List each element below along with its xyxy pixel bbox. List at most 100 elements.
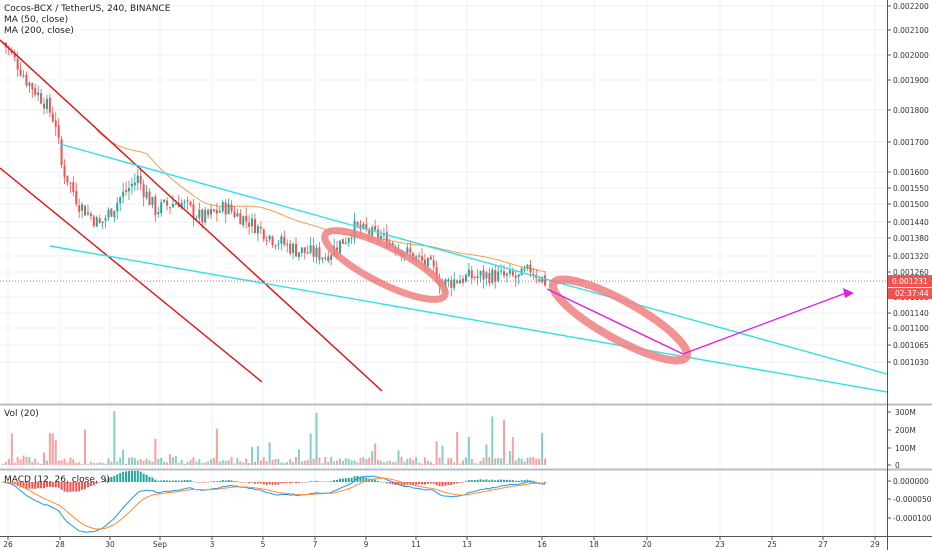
volume-bar bbox=[456, 432, 459, 465]
candle-body bbox=[347, 238, 350, 243]
macd-histogram-bar bbox=[497, 479, 500, 482]
volume-bar bbox=[529, 457, 532, 465]
macd-histogram-bar bbox=[236, 481, 239, 482]
candle-body bbox=[265, 240, 268, 242]
macd-histogram-bar bbox=[429, 482, 432, 484]
volume-bar bbox=[426, 460, 429, 465]
macd-histogram-bar bbox=[177, 480, 180, 482]
candle-body bbox=[476, 276, 479, 279]
candle-body bbox=[31, 83, 34, 90]
macd-histogram-bar bbox=[127, 471, 130, 482]
candle-body bbox=[541, 276, 544, 283]
macd-histogram-bar bbox=[148, 476, 151, 482]
volume-bar bbox=[309, 433, 312, 465]
volume-bar bbox=[54, 440, 57, 465]
candle-body bbox=[485, 272, 488, 279]
volume-bar bbox=[535, 458, 538, 465]
candle-body bbox=[233, 211, 236, 217]
macd-histogram-bar bbox=[37, 482, 40, 489]
volume-bar bbox=[198, 459, 201, 465]
macd-histogram-bar bbox=[43, 482, 46, 489]
ma50-legend[interactable]: MA (50, close) bbox=[4, 15, 69, 25]
volume-bar bbox=[418, 462, 421, 465]
volume-bar bbox=[500, 458, 503, 465]
volume-bar bbox=[356, 462, 359, 465]
macd-histogram-bar bbox=[520, 480, 523, 482]
volume-bar bbox=[415, 457, 418, 465]
volume-bar bbox=[192, 457, 195, 465]
candle-body bbox=[130, 184, 133, 187]
volume-bar bbox=[224, 460, 227, 465]
volume-bar bbox=[324, 456, 327, 465]
candle-body bbox=[107, 209, 110, 218]
macd-histogram-bar bbox=[245, 482, 248, 483]
macd-histogram-bar bbox=[69, 482, 72, 492]
macd-axis: 0.000000 -0.000050 -0.000100 bbox=[887, 477, 932, 523]
candle-body bbox=[289, 243, 292, 254]
volume-bar bbox=[166, 462, 169, 465]
macd-histogram-bar bbox=[277, 482, 280, 485]
volume-bar bbox=[464, 457, 467, 465]
macd-histogram-bar bbox=[338, 478, 341, 482]
candle-body bbox=[51, 113, 54, 122]
macd-histogram-bar bbox=[532, 480, 535, 482]
ma200-legend[interactable]: MA (200, close) bbox=[4, 26, 74, 36]
current-price-label: 0.001231 bbox=[892, 277, 928, 286]
volume-bar bbox=[315, 412, 318, 465]
macd-histogram-bar bbox=[130, 470, 133, 482]
candle-body bbox=[356, 222, 359, 226]
candle-body bbox=[379, 236, 382, 239]
volume-bar bbox=[148, 460, 151, 465]
macd-legend[interactable]: MACD (12, 26, close, 9) bbox=[4, 475, 110, 485]
volume-bar bbox=[435, 441, 438, 465]
candle-body bbox=[113, 210, 116, 218]
macd-histogram-bar bbox=[22, 482, 25, 488]
macd-histogram-bar bbox=[388, 482, 391, 484]
candle-body bbox=[169, 207, 172, 209]
candle-body bbox=[330, 255, 333, 260]
volume-tick-label: 300M bbox=[895, 408, 916, 417]
wedge-upper-line bbox=[59, 143, 888, 375]
candle-body bbox=[54, 120, 57, 127]
channel-upper-line bbox=[0, 39, 383, 392]
volume-bar bbox=[491, 416, 494, 465]
volume-bar bbox=[347, 458, 350, 465]
macd-histogram-bar bbox=[251, 482, 254, 483]
volume-bar bbox=[438, 457, 441, 465]
candle-body bbox=[462, 278, 465, 283]
macd-histogram-bar bbox=[280, 482, 283, 484]
volume-bar bbox=[283, 462, 286, 465]
macd-histogram-bar bbox=[54, 482, 57, 488]
volume-bar bbox=[541, 432, 544, 465]
candle-body bbox=[60, 139, 63, 166]
time-tick-label: 30 bbox=[105, 540, 115, 549]
volume-legend[interactable]: Vol (20) bbox=[4, 409, 39, 419]
time-tick-label: 25 bbox=[767, 540, 777, 549]
time-axis[interactable]: 26 28 30 Sep 3 5 7 9 11 13 16 18 20 23 25 27 29 bbox=[3, 537, 880, 549]
macd-histogram-bar bbox=[523, 480, 526, 482]
candle-body bbox=[148, 191, 151, 205]
candle-body bbox=[45, 98, 48, 109]
volume-bar bbox=[45, 460, 48, 465]
candle-body bbox=[142, 184, 145, 197]
macd-histogram-bar bbox=[341, 478, 344, 482]
volume-bar bbox=[177, 462, 180, 465]
macd-histogram-bar bbox=[382, 481, 385, 483]
volume-bar bbox=[31, 461, 34, 465]
price-tick-label: 0.001500 bbox=[893, 200, 929, 209]
price-tick-label: 0.002100 bbox=[893, 26, 929, 35]
candle-body bbox=[467, 269, 470, 277]
candle-body bbox=[523, 269, 526, 271]
candle-body bbox=[218, 210, 221, 213]
time-tick-label: 26 bbox=[3, 540, 13, 549]
price-axis[interactable]: 0.002200 0.002100 0.002000 0.001900 0.001800… bbox=[887, 2, 932, 367]
macd-histogram-bar bbox=[412, 482, 415, 485]
candle-body bbox=[297, 252, 300, 258]
time-tick-label: 20 bbox=[642, 540, 652, 549]
volume-bar bbox=[523, 461, 526, 465]
volume-bar bbox=[189, 460, 192, 465]
volume-bar bbox=[72, 459, 75, 465]
candle-body bbox=[13, 53, 16, 58]
